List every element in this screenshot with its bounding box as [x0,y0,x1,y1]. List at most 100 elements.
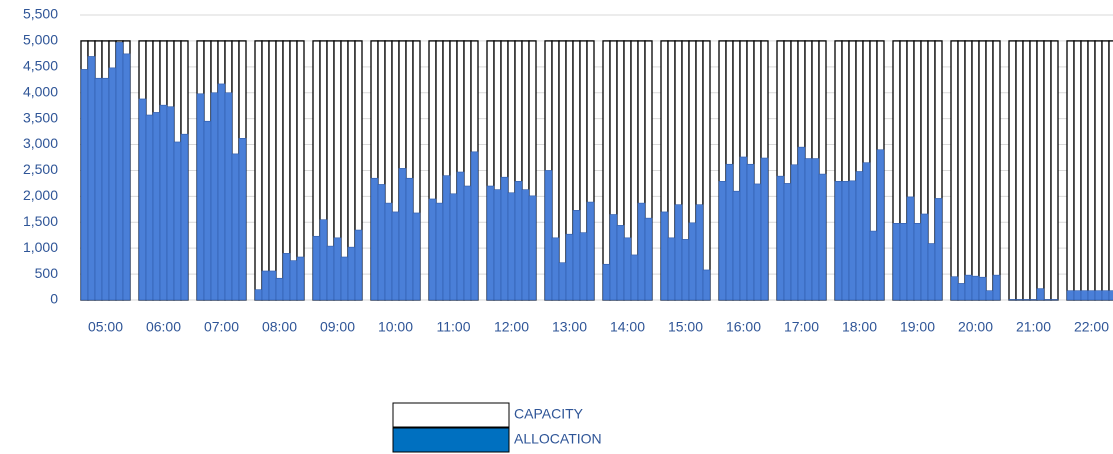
capacity-bar [971,40,980,301]
allocation-bar [405,177,414,301]
allocation-bar [876,149,885,301]
allocation-bar [1029,299,1038,301]
allocation-bar [238,138,247,301]
y-tick-label: 1,500 [23,213,58,229]
allocation-bar [579,232,588,301]
y-tick-label: 1,000 [23,239,58,255]
allocation-bar [1094,290,1103,301]
allocation-bar [978,276,987,301]
allocation-bar [470,151,479,301]
allocation-bar [855,171,864,301]
allocation-bar [384,202,393,301]
allocation-bar [725,163,734,301]
y-tick-label: 500 [35,265,59,281]
allocation-bar [1050,299,1059,301]
x-tick-label: 15:00 [668,319,703,335]
allocation-bar [558,262,567,301]
allocation-bar [572,210,581,301]
capacity-bar [602,40,611,301]
allocation-bar [377,184,386,301]
allocation-bar [790,164,799,301]
capacity-bar [1036,40,1045,301]
allocation-bar [261,270,270,301]
legend-label: CAPACITY [514,406,584,422]
x-tick-label: 21:00 [1016,319,1051,335]
capacity-bar [950,40,959,301]
allocation-bar [521,189,530,301]
capacity-bar [1073,40,1082,301]
allocation-bar [173,141,182,301]
allocation-bar [644,217,653,301]
capacity-bar [1022,40,1031,301]
allocation-bar [1108,290,1113,301]
allocation-bar [145,114,154,301]
allocation-bar [152,112,161,301]
allocation-bar [254,289,263,301]
capacity-bar [261,40,270,301]
allocation-bar [80,69,89,301]
legend-swatch [392,402,510,428]
allocation-bar [224,92,233,301]
allocation-bar [834,181,843,301]
allocation-bar [507,192,516,301]
allocation-bar [797,146,806,301]
x-tick-label: 12:00 [494,319,529,335]
allocation-bar [1087,290,1096,301]
allocation-bar [681,239,690,301]
allocation-bar [289,260,298,301]
allocation-bar [203,120,212,301]
allocation-bar [957,283,966,301]
allocation-bar [913,223,922,301]
capacity-bar [1050,40,1059,301]
allocation-bar [718,181,727,301]
y-tick-label: 4,000 [23,83,58,99]
allocation-bar [231,153,240,301]
allocation-bar [985,290,994,301]
capacity-bar [1108,40,1113,301]
capacity-bar [1029,40,1038,301]
allocation-bar [753,183,762,301]
allocation-bar [456,171,465,301]
allocation-bar [296,256,305,301]
allocation-bar [818,173,827,301]
x-tick-label: 07:00 [204,319,239,335]
x-tick-label: 16:00 [726,319,761,335]
x-tick-label: 08:00 [262,319,297,335]
x-tick-label: 11:00 [437,319,471,335]
allocation-bar [776,175,785,301]
allocation-bar [695,204,704,301]
legend-swatch [392,427,510,453]
allocation-bar [1101,290,1110,301]
allocation-bar [391,211,400,301]
allocation-bar [1022,299,1031,301]
capacity-bar [992,40,1001,301]
capacity-bar [978,40,987,301]
y-tick-label: 3,500 [23,109,58,125]
y-tick-label: 5,500 [23,6,58,22]
allocation-bar [370,177,379,301]
allocation-bar [544,170,553,301]
allocation-bar [528,195,537,301]
allocation-bar [493,189,502,301]
allocation-bar [166,106,175,301]
allocation-bar [108,67,117,301]
allocation-bar [667,237,676,301]
allocation-bar [1043,299,1052,301]
capacity-bar [558,40,567,301]
allocation-bar [623,237,632,301]
capacity-bar [1066,40,1075,301]
x-tick-label: 19:00 [900,319,935,335]
allocation-bar [326,245,335,301]
capacity-bar [1080,40,1089,301]
y-tick-label: 5,000 [23,32,58,48]
allocation-bar [500,176,509,301]
allocation-bar [688,222,697,301]
allocation-bar [841,181,850,301]
x-tick-label: 22:00 [1074,319,1109,335]
allocation-bar [586,201,595,301]
allocation-bar [906,196,915,301]
allocation-bar [340,256,349,301]
allocation-bar [398,168,407,301]
allocation-bar [122,53,131,301]
